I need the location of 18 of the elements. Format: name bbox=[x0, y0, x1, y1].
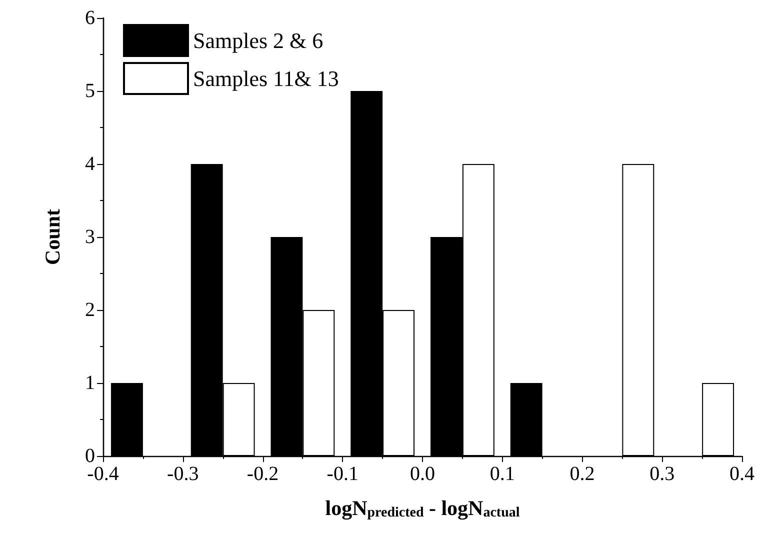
x-tick-label: -0.2 bbox=[246, 463, 279, 485]
legend-label: Samples 2 & 6 bbox=[193, 28, 324, 53]
y-tick-label: 1 bbox=[85, 372, 95, 394]
x-tick-label: -0.1 bbox=[326, 463, 358, 485]
x-tick-label: -0.3 bbox=[167, 463, 199, 485]
y-axis-title: Count bbox=[40, 208, 64, 266]
x-tick-label: 0.2 bbox=[570, 463, 595, 485]
x-tick-label: 0.0 bbox=[410, 463, 435, 485]
x-tick-label: 0.3 bbox=[650, 463, 675, 485]
y-tick-label: 6 bbox=[85, 7, 95, 29]
y-tick-label: 3 bbox=[85, 226, 95, 248]
x-tick-label: 0.4 bbox=[730, 463, 754, 485]
y-tick-label: 2 bbox=[85, 299, 95, 321]
y-tick-label: 5 bbox=[85, 80, 95, 102]
x-axis-title: logNpredicted - logNactual bbox=[325, 496, 520, 520]
legend-label: Samples 11& 13 bbox=[193, 66, 339, 91]
y-tick-label: 4 bbox=[85, 153, 95, 175]
x-tick-label: 0.1 bbox=[490, 463, 515, 485]
